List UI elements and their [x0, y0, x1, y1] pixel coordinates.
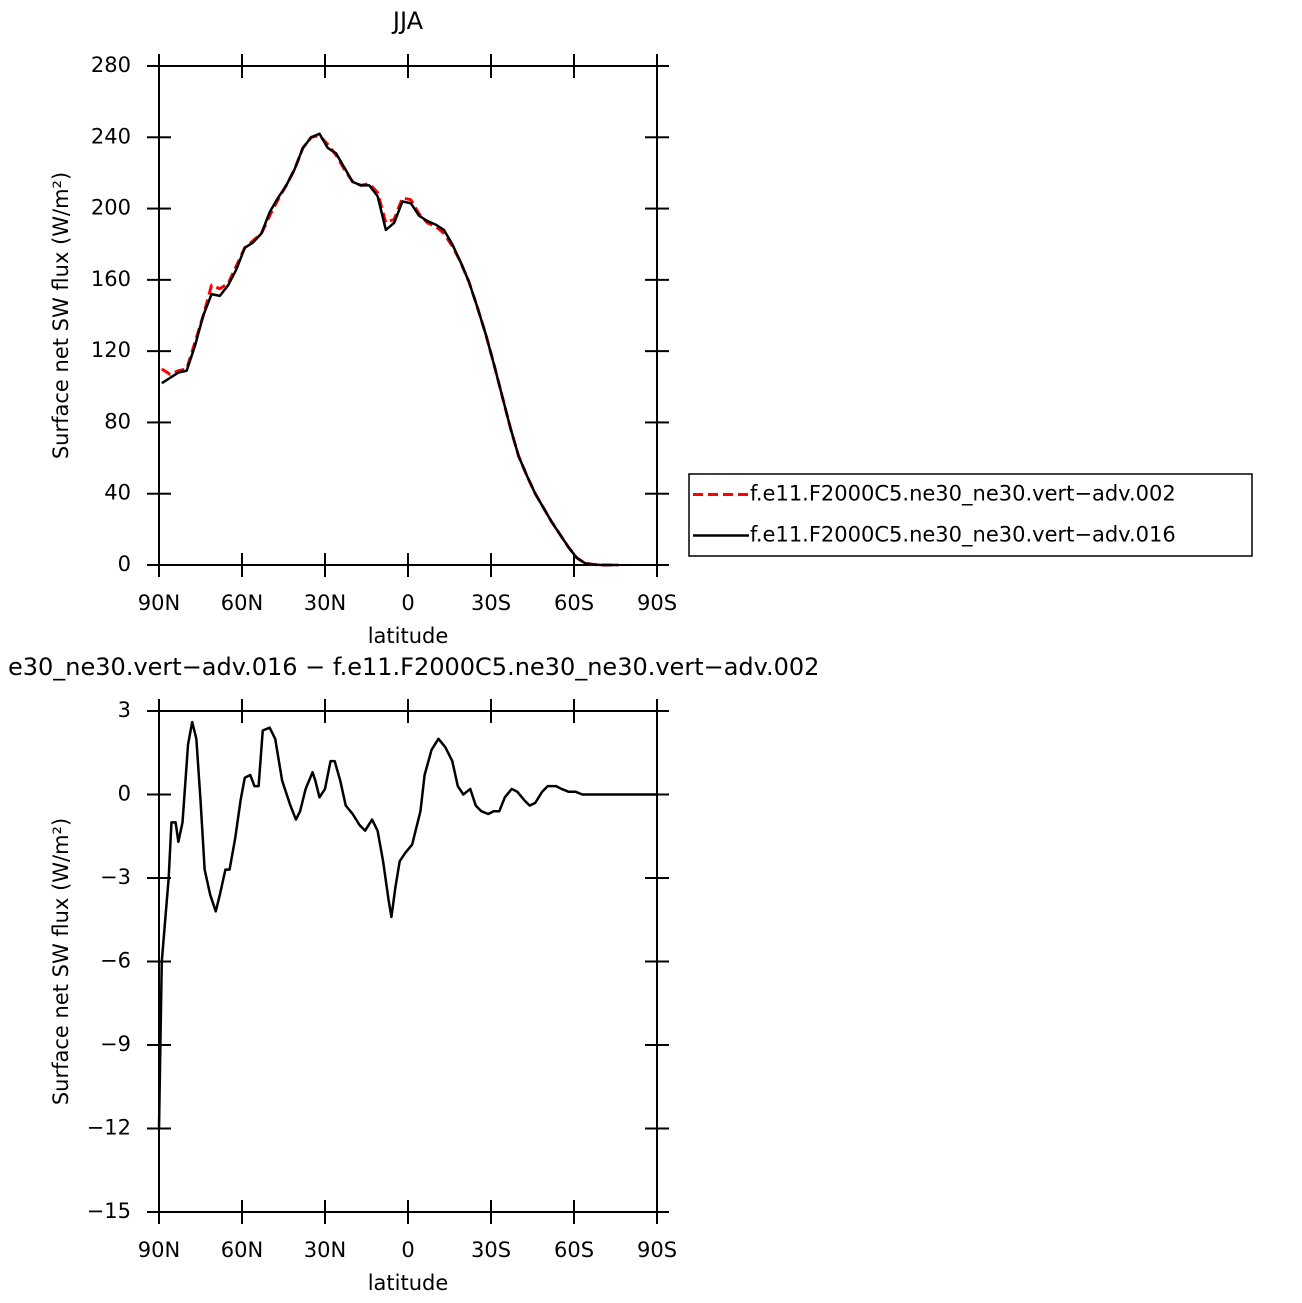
- x-tick-label: 60N: [221, 591, 263, 615]
- x-tick-label: 90S: [637, 591, 677, 615]
- x-tick-label: 0: [401, 1238, 414, 1262]
- x-tick-label: 0: [401, 591, 414, 615]
- x-axis-label: latitude: [368, 624, 449, 648]
- x-tick-label: 60N: [221, 1238, 263, 1262]
- x-tick-label: 90S: [637, 1238, 677, 1262]
- y-tick-label: −9: [100, 1032, 131, 1056]
- y-tick-label: 3: [118, 698, 131, 722]
- chart-title: e30_ne30.vert−adv.016 − f.e11.F2000C5.ne…: [8, 653, 819, 681]
- x-tick-label: 30N: [304, 591, 346, 615]
- data-line: [157, 720, 657, 1129]
- y-tick-label: 80: [104, 409, 131, 433]
- plot-frame: [158, 710, 658, 1213]
- data-line: [160, 134, 619, 567]
- y-tick-label: −15: [87, 1199, 131, 1223]
- data-line: [161, 132, 619, 567]
- x-tick-label: 60S: [554, 591, 594, 615]
- y-tick-label: −3: [100, 865, 131, 889]
- y-tick-label: −6: [100, 949, 131, 973]
- x-tick-label: 90N: [138, 1238, 180, 1262]
- x-tick-label: 30S: [471, 1238, 511, 1262]
- y-tick-label: 240: [91, 124, 131, 148]
- legend-label: f.e11.F2000C5.ne30_ne30.vert−adv.016: [750, 523, 1176, 548]
- y-tick-label: 200: [91, 196, 131, 220]
- x-tick-label: 60S: [554, 1238, 594, 1262]
- x-tick-label: 30S: [471, 591, 511, 615]
- x-axis-label: latitude: [368, 1271, 449, 1295]
- plot-frame: [158, 65, 658, 566]
- y-axis-label: Surface net SW flux (W/m²): [49, 172, 73, 459]
- y-tick-label: 120: [91, 338, 131, 362]
- chart-title: JJA: [391, 7, 424, 35]
- y-tick-label: 40: [104, 481, 131, 505]
- y-tick-label: 160: [91, 267, 131, 291]
- y-tick-label: 0: [118, 552, 131, 576]
- x-tick-label: 30N: [304, 1238, 346, 1262]
- y-tick-label: 0: [118, 782, 131, 806]
- y-tick-label: −12: [87, 1116, 131, 1140]
- y-axis-label: Surface net SW flux (W/m²): [49, 818, 73, 1105]
- y-tick-label: 280: [91, 53, 131, 77]
- x-tick-label: 90N: [138, 591, 180, 615]
- legend-box: [688, 473, 1253, 557]
- legend-label: f.e11.F2000C5.ne30_ne30.vert−adv.002: [750, 482, 1176, 507]
